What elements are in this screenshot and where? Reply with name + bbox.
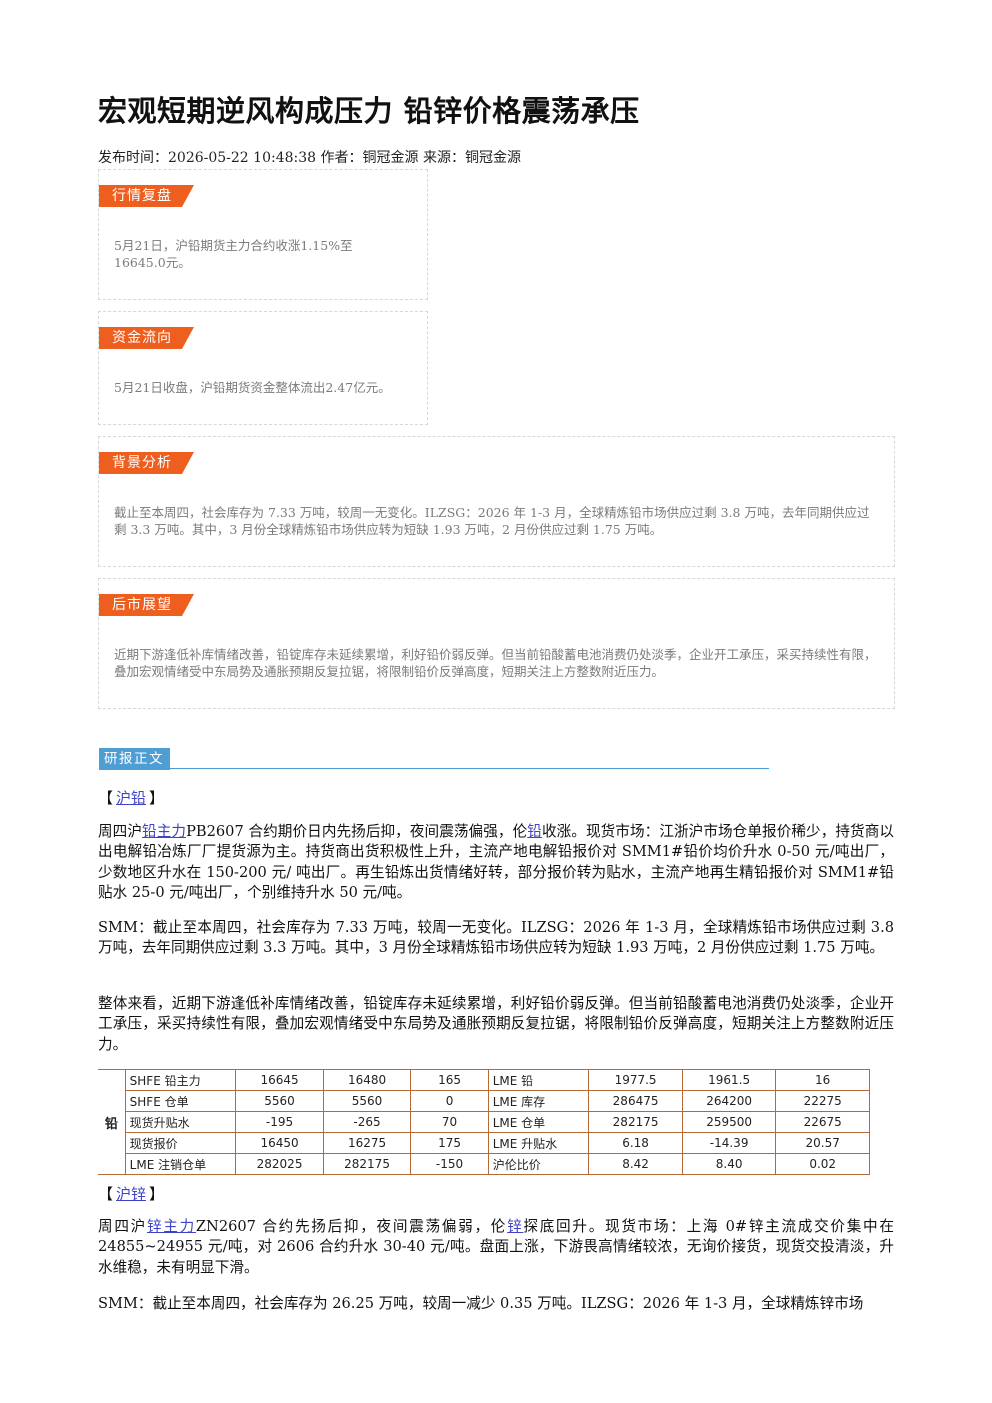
bracket-close: 】 [149, 1185, 165, 1203]
table-cell: 286475 [588, 1090, 683, 1112]
table-cell: 259500 [681, 1111, 777, 1133]
table-cell: SHFE 仓单 [124, 1090, 237, 1112]
publish-meta: 发布时间：2026-05-22 10:48:38 作者：铜冠金源 来源：铜冠金源 [98, 150, 521, 166]
outlook-tag: 后市展望 [99, 594, 194, 616]
lme-zinc-link[interactable]: 锌 [507, 1218, 524, 1235]
background-text: 截止至本周四，社会库存为 7.33 万吨，较周一无变化。ILZSG：2026 年… [114, 505, 870, 537]
fund-flow-text: 5月21日收盘，沪铅期货资金整体流出2.47亿元。 [114, 380, 391, 395]
lead-section-label: 【沪铅】 [98, 787, 164, 808]
text-run: 周四沪 [98, 1218, 147, 1235]
outlook-text: 近期下游逢低补库情绪改善，铅锭库存未延续累增，利好铅价弱反弹。但当前铅酸蓄电池消… [114, 647, 877, 679]
table-cell: LME 仓单 [487, 1111, 590, 1133]
table-cell: -195 [235, 1111, 324, 1133]
table-cell: 264200 [681, 1090, 777, 1112]
zinc-section-label: 【沪锌】 [98, 1183, 164, 1204]
zinc-paragraph-1: 周四沪锌主力ZN2607 合约先扬后抑，夜间震荡偏弱，伦锌探底回升。现货市场：上… [98, 1217, 894, 1278]
bracket-open: 【 [98, 1185, 114, 1203]
report-body-divider [99, 768, 769, 769]
outlook-card: 后市展望 近期下游逢低补库情绪改善，铅锭库存未延续累增，利好铅价弱反弹。但当前铅… [98, 578, 895, 709]
background-tag: 背景分析 [99, 452, 194, 474]
metal-label: 铅 [98, 1069, 126, 1175]
lead-link[interactable]: 沪铅 [116, 789, 147, 807]
bracket-close: 】 [149, 789, 165, 807]
table-cell: 1961.5 [681, 1069, 777, 1091]
text-run: 收涨。现货市场：江浙沪市场仓单报价稀少，持货商以出电解铅冶炼厂厂提货源为主。持货… [98, 823, 894, 901]
table-cell: 5560 [322, 1090, 412, 1112]
table-cell: 282175 [322, 1153, 412, 1175]
table-row: LME 注销仓单 282025 282175 -150 沪伦比价 8.42 8.… [98, 1153, 870, 1175]
fund-flow-card: 资金流向 5月21日收盘，沪铅期货资金整体流出2.47亿元。 [98, 311, 428, 425]
zinc-paragraph-2: SMM：截止至本周四，社会库存为 26.25 万吨，较周一减少 0.35 万吨。… [98, 1295, 864, 1312]
table-cell: 16275 [322, 1132, 412, 1154]
zinc-link[interactable]: 沪锌 [116, 1185, 147, 1203]
lead-paragraph-1: 周四沪铅主力PB2607 合约期价日内先扬后抑，夜间震荡偏强，伦铅收涨。现货市场… [98, 822, 894, 903]
table-cell: LME 铅 [487, 1069, 590, 1091]
table-row: 现货报价 16450 16275 175 LME 升贴水 6.18 -14.39… [98, 1132, 870, 1154]
table-cell: 282175 [588, 1111, 683, 1133]
table-cell: 5560 [235, 1090, 324, 1112]
table-cell: 165 [410, 1069, 489, 1091]
market-review-text: 5月21日，沪铅期货主力合约收涨1.15%至16645.0元。 [114, 238, 353, 270]
table-cell: SHFE 铅主力 [124, 1069, 237, 1091]
report-body-tag: 研报正文 [99, 748, 170, 770]
table-cell: 8.40 [681, 1153, 777, 1175]
text-run: ZN2607 合约先扬后抑，夜间震荡偏弱，伦 [195, 1218, 508, 1235]
table-cell: 0.02 [775, 1153, 870, 1175]
bracket-open: 【 [98, 789, 114, 807]
table-cell: LME 注销仓单 [124, 1153, 237, 1175]
table-cell: -150 [410, 1153, 489, 1175]
table-cell: 1977.5 [588, 1069, 683, 1091]
table-cell: 8.42 [588, 1153, 683, 1175]
table-cell: 沪伦比价 [487, 1153, 590, 1175]
text-run: PB2607 合约期价日内先扬后抑，夜间震荡偏强，伦 [186, 823, 528, 840]
table-cell: 70 [410, 1111, 489, 1133]
market-review-tag: 行情复盘 [99, 185, 194, 207]
zinc-main-contract-link[interactable]: 锌主力 [146, 1218, 196, 1235]
lead-paragraph-3: 整体来看，近期下游逢低补库情绪改善，铅锭库存未延续累增，利好铅价弱反弹。但当前铅… [98, 995, 894, 1053]
table-cell: 22275 [775, 1090, 870, 1112]
table-cell: 16 [775, 1069, 870, 1091]
table-cell: -14.39 [681, 1132, 777, 1154]
text-run: 周四沪 [98, 823, 143, 840]
table-row: 现货升贴水 -195 -265 70 LME 仓单 282175 259500 … [98, 1111, 870, 1133]
lead-paragraph-2: SMM：截止至本周四，社会库存为 7.33 万吨，较周一无变化。ILZSG：20… [98, 919, 894, 957]
table-cell: -265 [322, 1111, 412, 1133]
text-run: 探底回升。现货市场：上海 0#锌主流成交价集中在 24855~24955 元/吨… [98, 1218, 894, 1276]
table-cell: 22675 [775, 1111, 870, 1133]
fund-flow-tag: 资金流向 [99, 327, 194, 349]
table-cell: LME 升贴水 [487, 1132, 590, 1154]
table-cell: 现货升贴水 [124, 1111, 237, 1133]
table-cell: 现货报价 [124, 1132, 237, 1154]
table-cell: 16645 [235, 1069, 324, 1091]
table-cell: 20.57 [775, 1132, 870, 1154]
background-card: 背景分析 截止至本周四，社会库存为 7.33 万吨，较周一无变化。ILZSG：2… [98, 436, 895, 567]
table-cell: 16480 [322, 1069, 412, 1091]
table-cell: 0 [410, 1090, 489, 1112]
table-cell: 282025 [235, 1153, 324, 1175]
page-title: 宏观短期逆风构成压力 铅锌价格震荡承压 [98, 94, 640, 128]
market-review-card: 行情复盘 5月21日，沪铅期货主力合约收涨1.15%至16645.0元。 [98, 169, 428, 300]
lme-lead-link[interactable]: 铅 [527, 823, 542, 840]
table-cell: LME 库存 [487, 1090, 590, 1112]
table-row: SHFE 仓单 5560 5560 0 LME 库存 286475 264200… [98, 1090, 870, 1112]
lead-main-contract-link[interactable]: 铅主力 [142, 823, 187, 840]
table-cell: 16450 [235, 1132, 324, 1154]
lead-quote-table: 铅 SHFE 铅主力 16645 16480 165 LME 铅 1977.5 … [98, 1069, 870, 1175]
table-cell: 175 [410, 1132, 489, 1154]
table-row: 铅 SHFE 铅主力 16645 16480 165 LME 铅 1977.5 … [98, 1069, 870, 1175]
table-cell: 6.18 [588, 1132, 683, 1154]
